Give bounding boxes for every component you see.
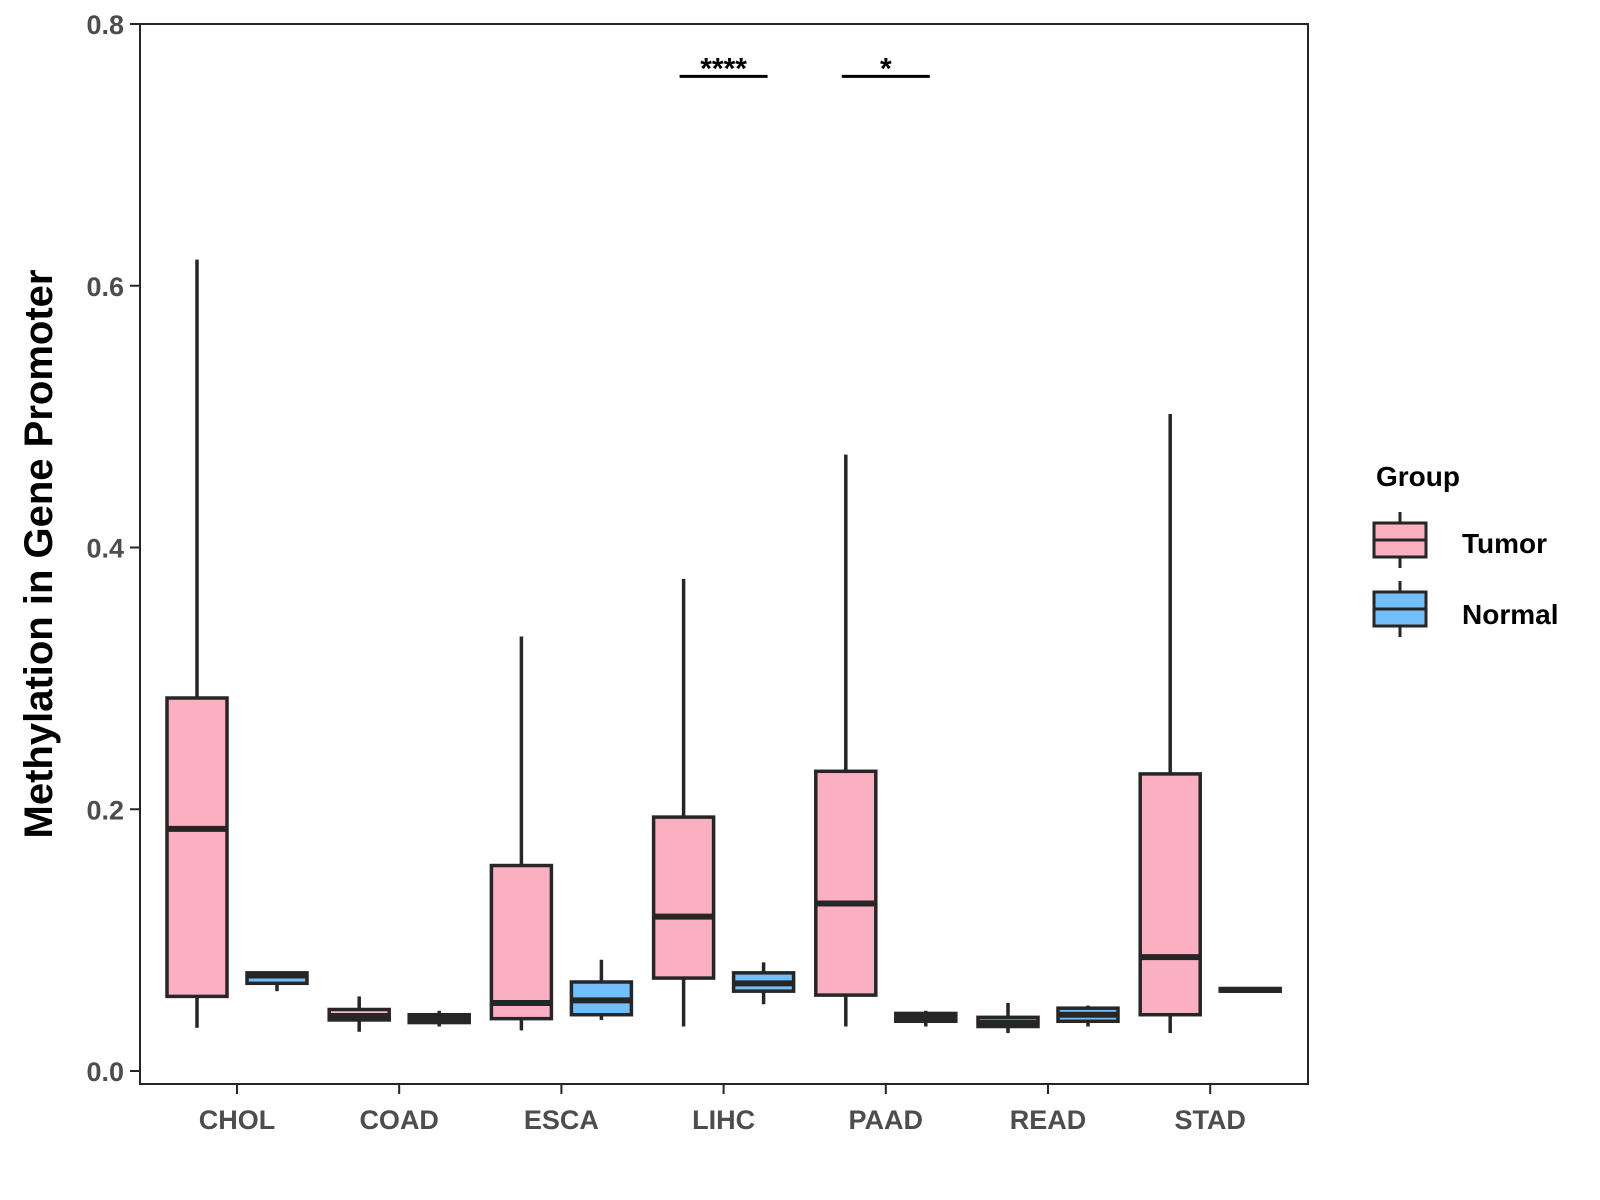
box-normal-esca [569,959,634,1020]
y-tick-label: 0.0 [86,1057,124,1087]
x-axis: CHOL COAD ESCA LIHC PAAD READ STAD [199,1084,1246,1135]
box-iqr [651,815,716,980]
box-tumor-lihc [651,578,716,1027]
box-tumor-stad [1138,414,1202,1034]
y-axis: 0.0 0.2 0.4 0.6 0.8 [86,10,140,1087]
significance-label: **** [700,52,747,85]
legend-label-normal: Normal [1462,599,1558,630]
box-normal-coad [407,1010,471,1027]
legend-key-normal [1372,581,1428,637]
box-normal-lihc [731,962,796,1005]
box-iqr [814,769,878,997]
x-tick-label: STAD [1174,1105,1246,1135]
box-tumor-read [976,1002,1040,1034]
y-tick-label: 0.6 [86,272,124,302]
box-iqr [165,696,229,999]
legend-keys [1372,512,1428,637]
significance-label: * [880,52,892,85]
box-iqr [489,863,554,1021]
x-tick-label: PAAD [849,1105,924,1135]
boxes-layer [165,259,1282,1034]
box-normal-stad [1218,986,1282,993]
annotation-layer: **** * [679,52,930,85]
legend-title: Group [1376,461,1460,492]
box-tumor-paad [814,454,878,1027]
y-tick-label: 0.4 [86,534,124,564]
legend-label-tumor: Tumor [1462,528,1547,559]
box-normal-read [1056,1005,1120,1027]
box-tumor-esca [489,636,554,1031]
plot-panel [139,23,1309,1085]
legend: Group Tumor Normal [1372,461,1558,637]
box-normal-chol [245,971,309,992]
y-axis-title: Methylation in Gene Promoter [17,270,61,839]
box-tumor-coad [327,996,391,1032]
y-tick-label: 0.8 [86,10,124,40]
legend-key-tumor [1372,512,1428,568]
box-normal-paad [894,1010,958,1027]
y-tick-label: 0.2 [86,795,124,825]
x-tick-label: COAD [359,1105,439,1135]
x-tick-label: ESCA [524,1105,599,1135]
x-tick-label: CHOL [199,1105,276,1135]
box-tumor-chol [165,259,229,1028]
x-tick-label: LIHC [692,1105,755,1135]
x-tick-label: READ [1010,1105,1087,1135]
box-iqr [1138,772,1202,1017]
